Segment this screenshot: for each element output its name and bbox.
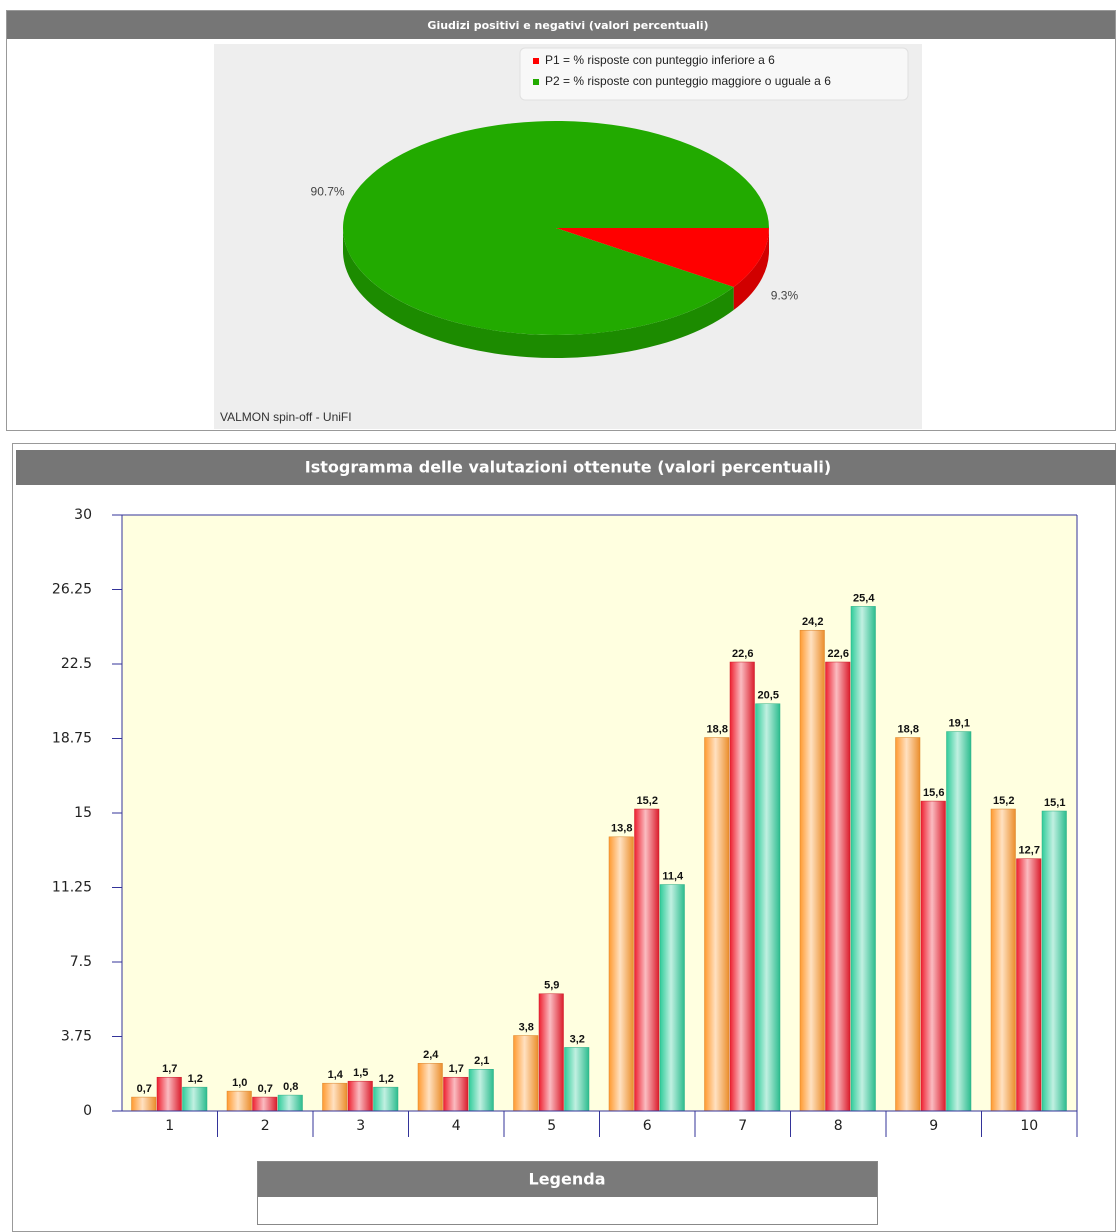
chart-title: Giudizi positivi e negativi (valori perc… bbox=[427, 19, 708, 32]
data-label: 20,5 bbox=[758, 690, 779, 702]
data-label: 1,0 bbox=[232, 1077, 247, 1089]
data-label: 11,4 bbox=[662, 870, 684, 882]
legend-title: Legenda bbox=[529, 1170, 606, 1189]
panel-header bbox=[16, 450, 1116, 485]
data-label: 15,6 bbox=[923, 787, 944, 799]
data-label: 1,5 bbox=[353, 1067, 368, 1079]
data-label: 1,2 bbox=[188, 1073, 203, 1085]
data-label: 2,4 bbox=[423, 1049, 439, 1061]
x-tick-label: 8 bbox=[834, 1118, 843, 1134]
bar bbox=[252, 1096, 278, 1112]
data-label: 1,7 bbox=[449, 1063, 464, 1075]
bar bbox=[755, 703, 781, 1112]
data-label: 3,2 bbox=[570, 1033, 585, 1045]
legend-header bbox=[258, 1162, 877, 1197]
data-label: 15,1 bbox=[1044, 797, 1065, 809]
legend bbox=[519, 47, 909, 101]
y-tick-label: 22.5 bbox=[61, 656, 92, 672]
data-label: 1,4 bbox=[328, 1069, 344, 1081]
data-label: 0,7 bbox=[137, 1083, 152, 1095]
bar bbox=[347, 1080, 373, 1112]
bar bbox=[895, 737, 921, 1112]
bar bbox=[704, 737, 730, 1112]
x-tick-label: 3 bbox=[356, 1118, 365, 1134]
legend-label: P2 = % risposte con punteggio maggiore o… bbox=[545, 74, 831, 88]
data-label: 12,7 bbox=[1019, 845, 1040, 857]
bar bbox=[564, 1047, 590, 1112]
bar bbox=[182, 1086, 208, 1112]
bar bbox=[538, 993, 564, 1112]
x-tick-label: 6 bbox=[643, 1118, 652, 1134]
y-tick-label: 0 bbox=[83, 1103, 92, 1119]
bar bbox=[659, 884, 685, 1112]
data-label: 25,4 bbox=[853, 592, 875, 604]
bar bbox=[1041, 810, 1067, 1112]
data-label: 9.3% bbox=[771, 289, 799, 303]
x-tick-label: 10 bbox=[1020, 1118, 1038, 1134]
bar bbox=[799, 629, 825, 1112]
y-tick-label: 3.75 bbox=[61, 1029, 92, 1045]
bar bbox=[1016, 858, 1042, 1112]
data-label: 3,8 bbox=[519, 1021, 534, 1033]
bar bbox=[513, 1035, 539, 1112]
data-label: 0,7 bbox=[258, 1083, 273, 1095]
legend-swatch bbox=[533, 79, 539, 85]
data-label: 5,9 bbox=[544, 980, 559, 992]
bar bbox=[443, 1076, 469, 1112]
x-tick-label: 5 bbox=[547, 1118, 556, 1134]
pie-side bbox=[733, 228, 769, 311]
legend-swatch bbox=[533, 58, 539, 64]
data-label: 22,6 bbox=[732, 648, 753, 660]
x-tick-label: 4 bbox=[452, 1118, 461, 1134]
x-tick-label: 9 bbox=[929, 1118, 938, 1134]
bar bbox=[920, 800, 946, 1112]
bar bbox=[322, 1082, 348, 1112]
y-tick-label: 30 bbox=[74, 507, 92, 523]
bar bbox=[825, 661, 851, 1112]
data-label: 2,1 bbox=[474, 1055, 489, 1067]
bar bbox=[226, 1090, 252, 1112]
bar bbox=[468, 1069, 494, 1112]
bar bbox=[850, 606, 876, 1112]
y-tick-label: 18.75 bbox=[52, 731, 92, 747]
x-tick-label: 7 bbox=[738, 1118, 747, 1134]
data-label: 90.7% bbox=[311, 185, 345, 199]
x-tick-label: 1 bbox=[165, 1118, 174, 1134]
bar bbox=[277, 1094, 303, 1112]
y-tick-label: 26.25 bbox=[52, 582, 92, 598]
bar bbox=[990, 808, 1016, 1112]
pie-side bbox=[343, 228, 734, 358]
chart-title: Istogramma delle valutazioni ottenute (v… bbox=[305, 458, 831, 477]
data-label: 0,8 bbox=[283, 1081, 298, 1093]
y-tick-label: 7.5 bbox=[70, 954, 92, 970]
data-label: 13,8 bbox=[611, 823, 632, 835]
bar bbox=[729, 661, 755, 1112]
bar bbox=[634, 808, 660, 1112]
bar bbox=[608, 836, 634, 1112]
annotation: VALMON spin-off - UniFI bbox=[220, 410, 352, 424]
panel-header bbox=[7, 11, 1115, 39]
data-label: 15,2 bbox=[993, 795, 1014, 807]
bar bbox=[156, 1076, 182, 1112]
bar bbox=[946, 731, 972, 1112]
data-label: 1,7 bbox=[162, 1063, 177, 1075]
legend-label: P1 = % risposte con punteggio inferiore … bbox=[545, 53, 775, 67]
data-label: 1,2 bbox=[379, 1073, 394, 1085]
x-tick-label: 2 bbox=[261, 1118, 270, 1134]
data-label: 18,8 bbox=[898, 723, 919, 735]
bar bbox=[131, 1096, 157, 1112]
pie-slice bbox=[556, 228, 769, 288]
pie-slice bbox=[343, 120, 769, 335]
data-label: 24,2 bbox=[802, 616, 823, 628]
y-tick-label: 15 bbox=[74, 805, 92, 821]
data-label: 15,2 bbox=[637, 795, 658, 807]
bar bbox=[373, 1086, 399, 1112]
data-label: 19,1 bbox=[949, 717, 970, 729]
y-tick-label: 11.25 bbox=[52, 880, 92, 896]
bar bbox=[417, 1063, 443, 1112]
data-label: 22,6 bbox=[828, 648, 849, 660]
data-label: 18,8 bbox=[707, 723, 728, 735]
